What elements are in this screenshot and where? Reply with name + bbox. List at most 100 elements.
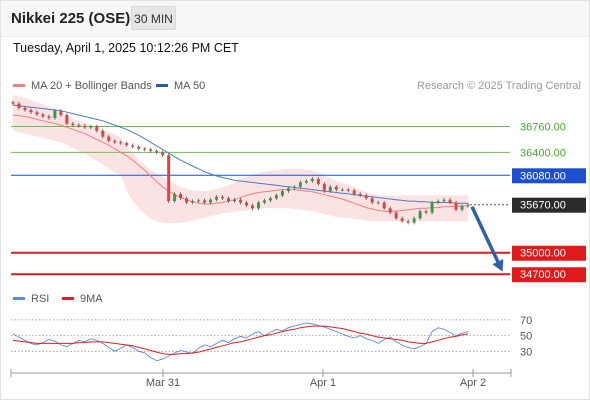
- candle-body-65: [400, 218, 404, 222]
- candle-body-7: [53, 110, 57, 118]
- candle-body-31: [197, 200, 201, 202]
- legend-rsi-ma-label: 9MA: [80, 293, 103, 305]
- candle-body-62: [382, 202, 386, 209]
- candle-body-20: [131, 145, 135, 147]
- rsi-swatch: [13, 296, 25, 300]
- candle-body-68: [418, 211, 422, 219]
- candle-body-43: [268, 198, 272, 201]
- candle-body-52: [322, 183, 326, 192]
- candle-body-1: [17, 103, 21, 108]
- candle-body-10: [71, 123, 75, 126]
- candle-body-15: [101, 130, 105, 137]
- candle-body-42: [262, 200, 266, 203]
- x-tick-label-2: Apr 2: [460, 377, 486, 389]
- level-label-2: 36080.00: [520, 170, 566, 182]
- candle-body-73: [448, 199, 452, 203]
- candle-body-37: [233, 199, 237, 202]
- candle-body-74: [454, 202, 458, 210]
- candle-body-57: [352, 190, 356, 194]
- candle-body-5: [41, 114, 45, 117]
- level-label-1: 36400.00: [520, 147, 566, 159]
- legend-ma20-label: MA 20 + Bollinger Bands: [31, 80, 152, 92]
- ma50-swatch: [156, 83, 168, 87]
- research-credit: Research © 2025 Trading Central: [416, 80, 581, 92]
- candle-body-25: [161, 152, 165, 156]
- candle-body-76: [466, 204, 470, 207]
- rsi-ma-line: [12, 325, 469, 355]
- legend-ma20: MA 20 + Bollinger Bands: [13, 80, 152, 92]
- candle-body-8: [59, 110, 63, 116]
- level-label-bg-4: [512, 245, 586, 261]
- candle-body-0: [11, 102, 15, 104]
- candle-body-60: [370, 198, 374, 203]
- candle-body-54: [334, 186, 338, 190]
- candle-body-49: [304, 181, 308, 183]
- candle-body-30: [191, 201, 195, 203]
- candle-body-18: [119, 142, 123, 144]
- rsi-tick-label-0: 70: [520, 315, 532, 327]
- candle-body-75: [460, 206, 464, 210]
- chart-datetime: Tuesday, April 1, 2025 10:12:26 PM CET: [13, 41, 239, 55]
- candle-body-14: [95, 126, 99, 131]
- candle-body-39: [244, 202, 248, 206]
- candle-body-47: [292, 186, 296, 189]
- candle-body-32: [203, 200, 207, 203]
- candle-body-44: [274, 195, 278, 199]
- candle-body-72: [442, 199, 446, 202]
- rsi-tick-label-1: 50: [520, 331, 532, 343]
- candle-body-3: [29, 110, 33, 113]
- candle-body-45: [280, 191, 284, 196]
- candle-body-12: [83, 125, 87, 128]
- candle-body-70: [430, 202, 434, 213]
- candle-body-6: [47, 116, 51, 118]
- candle-body-13: [89, 126, 93, 128]
- candle-body-55: [340, 189, 344, 191]
- candle-body-56: [346, 189, 350, 191]
- candle-body-19: [125, 143, 129, 146]
- legend-ma50-label: MA 50: [174, 80, 206, 92]
- candle-body-27: [173, 193, 177, 202]
- rsi-ma-swatch: [62, 296, 74, 300]
- candle-body-17: [113, 140, 117, 143]
- candle-body-61: [376, 202, 380, 204]
- level-label-5: 34700.00: [520, 269, 566, 281]
- candle-body-36: [227, 198, 231, 202]
- candle-body-23: [149, 149, 153, 151]
- candle-body-33: [209, 199, 213, 203]
- candle-body-67: [412, 218, 416, 223]
- candle-body-51: [316, 178, 320, 184]
- candle-body-24: [155, 150, 159, 153]
- candle-body-2: [23, 107, 27, 111]
- candle-body-64: [394, 212, 398, 219]
- x-tick-label-1: Apr 1: [310, 377, 336, 389]
- candle-body-63: [388, 208, 392, 213]
- candle-body-58: [358, 193, 362, 196]
- rsi-tick-label-2: 30: [520, 346, 532, 358]
- candle-body-9: [65, 115, 69, 124]
- legend-rsi-label: RSI: [31, 293, 50, 305]
- instrument-title: Nikkei 225 (OSE): [11, 10, 131, 27]
- candle-body-50: [310, 178, 314, 182]
- candle-body-11: [77, 125, 81, 127]
- ma20-line: [12, 114, 468, 212]
- candle-body-59: [364, 195, 368, 199]
- candle-body-26: [167, 155, 171, 202]
- candle-body-40: [250, 205, 254, 209]
- candle-body-22: [143, 148, 147, 150]
- candle-body-53: [328, 186, 332, 192]
- candle-body-48: [298, 182, 302, 187]
- candle-body-21: [137, 146, 141, 149]
- candle-body-41: [256, 202, 260, 209]
- timeframe-button[interactable]: 30 MIN: [131, 6, 176, 30]
- candle-body-71: [436, 201, 440, 203]
- header-bar: [0, 0, 590, 37]
- level-label-4: 35000.00: [520, 248, 566, 260]
- level-label-0: 36760.00: [520, 122, 566, 134]
- candle-body-66: [406, 221, 410, 223]
- candle-body-4: [35, 112, 39, 115]
- legend-ma50: MA 50: [156, 80, 205, 92]
- level-label-bg-5: [512, 267, 586, 283]
- level-label-3: 35670.00: [520, 200, 566, 212]
- candle-body-38: [239, 199, 242, 203]
